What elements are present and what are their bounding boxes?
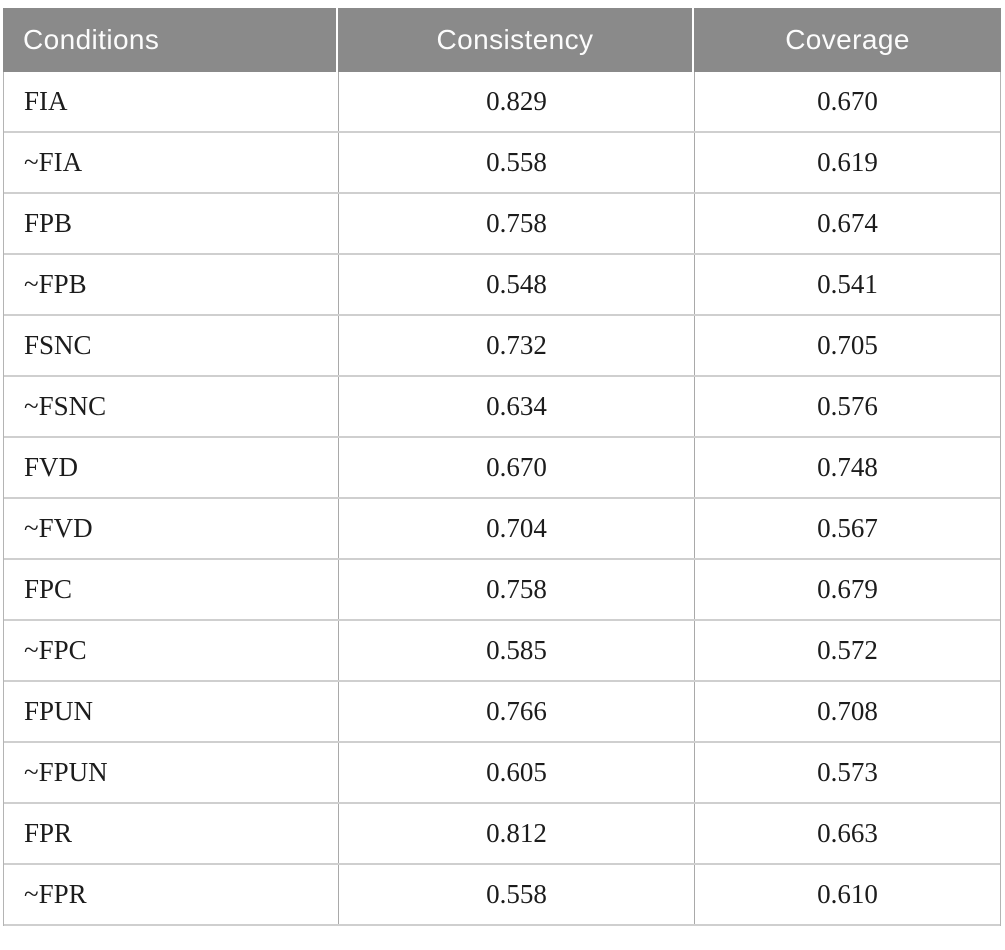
consistency-cell: 0.558 bbox=[338, 133, 694, 192]
condition-cell: ~FPB bbox=[24, 269, 87, 299]
condition-cell: FIA bbox=[24, 86, 68, 116]
table-row: ~FPR 0.558 0.610 bbox=[4, 865, 1000, 926]
condition-cell: FPC bbox=[24, 574, 73, 604]
coverage-cell: 0.679 bbox=[694, 560, 1000, 619]
consistency-cell: 0.704 bbox=[338, 499, 694, 558]
consistency-cell: 0.758 bbox=[338, 560, 694, 619]
coverage-cell: 0.748 bbox=[694, 438, 1000, 497]
header-conditions: Conditions bbox=[3, 8, 336, 72]
coverage-cell: 0.670 bbox=[694, 72, 1000, 131]
condition-cell: FPB bbox=[24, 208, 73, 238]
consistency-cell: 0.758 bbox=[338, 194, 694, 253]
condition-cell: FSNC bbox=[24, 330, 92, 360]
consistency-cell: 0.766 bbox=[338, 682, 694, 741]
coverage-cell: 0.708 bbox=[694, 682, 1000, 741]
table-row: ~FVD 0.704 0.567 bbox=[4, 499, 1000, 560]
table-row: FPB 0.758 0.674 bbox=[4, 194, 1000, 255]
condition-cell: ~FPUN bbox=[24, 757, 108, 787]
consistency-cell: 0.585 bbox=[338, 621, 694, 680]
table-row: ~FPC 0.585 0.572 bbox=[4, 621, 1000, 682]
header-coverage: Coverage bbox=[694, 8, 1001, 72]
condition-cell: ~FPC bbox=[24, 635, 87, 665]
table-body: FIA 0.829 0.670 ~FIA 0.558 0.619 FPB 0.7… bbox=[3, 72, 1001, 926]
table-row: ~FIA 0.558 0.619 bbox=[4, 133, 1000, 194]
coverage-cell: 0.576 bbox=[694, 377, 1000, 436]
table-header-row: Conditions Consistency Coverage bbox=[3, 8, 1001, 72]
table-row: ~FPUN 0.605 0.573 bbox=[4, 743, 1000, 804]
consistency-cell: 0.812 bbox=[338, 804, 694, 863]
table-row: FSNC 0.732 0.705 bbox=[4, 316, 1000, 377]
coverage-cell: 0.567 bbox=[694, 499, 1000, 558]
table-row: ~FSNC 0.634 0.576 bbox=[4, 377, 1000, 438]
coverage-cell: 0.573 bbox=[694, 743, 1000, 802]
header-consistency: Consistency bbox=[338, 8, 692, 72]
coverage-cell: 0.572 bbox=[694, 621, 1000, 680]
table-row: FVD 0.670 0.748 bbox=[4, 438, 1000, 499]
condition-cell: FVD bbox=[24, 452, 79, 482]
table-row: ~FPB 0.548 0.541 bbox=[4, 255, 1000, 316]
consistency-cell: 0.548 bbox=[338, 255, 694, 314]
consistency-cell: 0.634 bbox=[338, 377, 694, 436]
qca-results-table: Conditions Consistency Coverage FIA 0.82… bbox=[3, 8, 1001, 926]
condition-cell: ~FPR bbox=[24, 879, 87, 909]
condition-cell: FPR bbox=[24, 818, 73, 848]
coverage-cell: 0.674 bbox=[694, 194, 1000, 253]
coverage-cell: 0.663 bbox=[694, 804, 1000, 863]
table-row: FIA 0.829 0.670 bbox=[4, 72, 1000, 133]
table-row: FPR 0.812 0.663 bbox=[4, 804, 1000, 865]
consistency-cell: 0.558 bbox=[338, 865, 694, 924]
consistency-cell: 0.670 bbox=[338, 438, 694, 497]
consistency-cell: 0.605 bbox=[338, 743, 694, 802]
coverage-cell: 0.610 bbox=[694, 865, 1000, 924]
condition-cell: FPUN bbox=[24, 696, 94, 726]
coverage-cell: 0.705 bbox=[694, 316, 1000, 375]
condition-cell: ~FIA bbox=[24, 147, 83, 177]
coverage-cell: 0.541 bbox=[694, 255, 1000, 314]
condition-cell: ~FSNC bbox=[24, 391, 107, 421]
table-row: FPC 0.758 0.679 bbox=[4, 560, 1000, 621]
table-row: FPUN 0.766 0.708 bbox=[4, 682, 1000, 743]
condition-cell: ~FVD bbox=[24, 513, 93, 543]
consistency-cell: 0.732 bbox=[338, 316, 694, 375]
coverage-cell: 0.619 bbox=[694, 133, 1000, 192]
consistency-cell: 0.829 bbox=[338, 72, 694, 131]
